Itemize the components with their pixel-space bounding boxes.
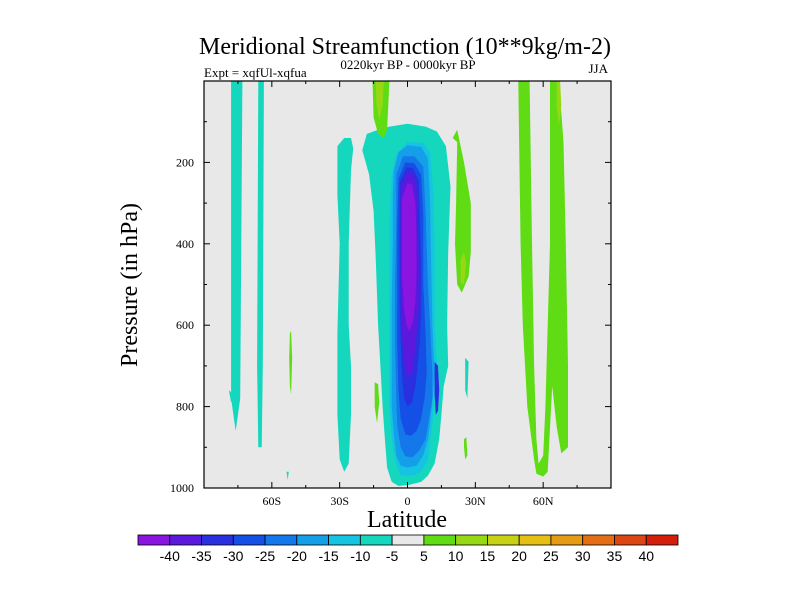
contour-region-21: [375, 81, 384, 120]
colorbar-label: 10: [448, 548, 464, 564]
x-tick-label: 60N: [533, 494, 554, 508]
x-tick-label: 60S: [262, 494, 281, 508]
contour-region-12: [434, 361, 440, 415]
colorbar-box: [264, 534, 298, 546]
colorbar-label: 25: [543, 548, 559, 564]
colorbar-label: 30: [575, 548, 591, 564]
contour-regions: [228, 81, 568, 486]
y-tick-label: 800: [176, 400, 194, 414]
contour-region-23: [556, 81, 562, 126]
colorbar-box: [423, 534, 457, 546]
colorbar-box: [201, 534, 234, 546]
colorbar-label: -30: [223, 548, 243, 564]
contour-region-22: [460, 251, 467, 285]
colorbar-box: [550, 534, 584, 546]
y-tick-label: 600: [176, 318, 194, 332]
colorbar-label: 20: [511, 548, 527, 564]
x-tick-label: 0: [405, 494, 411, 508]
x-tick-label: 30N: [465, 494, 486, 508]
contour-region-1: [257, 81, 264, 448]
season-label: JJA: [588, 61, 608, 76]
colorbar-label: -10: [350, 548, 370, 564]
colorbar-box: [645, 534, 679, 546]
colorbar-label: 5: [420, 548, 428, 564]
colorbar-label: -5: [386, 548, 399, 564]
colorbar-box: [455, 534, 488, 546]
contour-region-0: [231, 81, 243, 431]
contour-region-6: [286, 471, 289, 480]
x-axis-label: Latitude: [367, 507, 447, 533]
y-tick-label: 1000: [170, 481, 194, 495]
colorbar-label: -40: [160, 548, 180, 564]
colorbar-box: [518, 534, 552, 546]
contour-region-20: [518, 81, 568, 477]
colorbar-box: [328, 534, 361, 546]
plot-area: 60S 30S 0 30N 60N 200 400 600 800 1000: [170, 80, 612, 508]
colorbar-box: [614, 534, 647, 546]
colorbar-label: -25: [255, 548, 275, 564]
colorbar-labels: -40 -35 -30 -25 -20 -15 -10 -5 5 10 15 20 25 30 35 40: [160, 548, 655, 564]
colorbar-label: 35: [607, 548, 623, 564]
contour-region-16: [374, 382, 380, 423]
experiment-label: Expt = xqfUl-xqfua: [204, 65, 307, 80]
colorbar-box: [232, 534, 266, 546]
colorbar-label: -20: [287, 548, 307, 564]
contour-region-2: [228, 390, 234, 403]
axis-ticks: 60S 30S 0 30N 60N 200 400 600 800 1000: [170, 81, 611, 508]
colorbar-box: [359, 534, 393, 546]
y-axis-label: Pressure (in hPa): [117, 203, 143, 367]
colorbar-label: 40: [638, 548, 654, 564]
colorbar-box: [296, 534, 329, 546]
x-tick-label: 30S: [330, 494, 349, 508]
contour-region-17: [289, 331, 293, 395]
colorbar-box: [582, 534, 615, 546]
contour-region-19: [464, 437, 468, 460]
contour-region-14: [401, 182, 417, 332]
colorbar-label: -15: [318, 548, 338, 564]
plot-frame: [203, 80, 612, 489]
y-tick-label: 200: [176, 155, 194, 169]
colorbar-label: 15: [480, 548, 496, 564]
chart-title: Meridional Streamfunction (10**9kg/m-2): [199, 34, 611, 60]
contour-region-5: [465, 357, 469, 399]
contour-region-3: [337, 138, 354, 472]
y-tick-label: 400: [176, 237, 194, 251]
time-range-label: 0220kyr BP - 0000kyr BP: [340, 57, 475, 72]
colorbar-box: [391, 534, 425, 546]
colorbar-box: [487, 534, 520, 546]
contour-region-18: [452, 129, 471, 293]
colorbar-label: -35: [191, 548, 211, 564]
colorbar: [137, 534, 679, 546]
colorbar-box: [169, 534, 202, 546]
colorbar-box: [137, 534, 171, 546]
